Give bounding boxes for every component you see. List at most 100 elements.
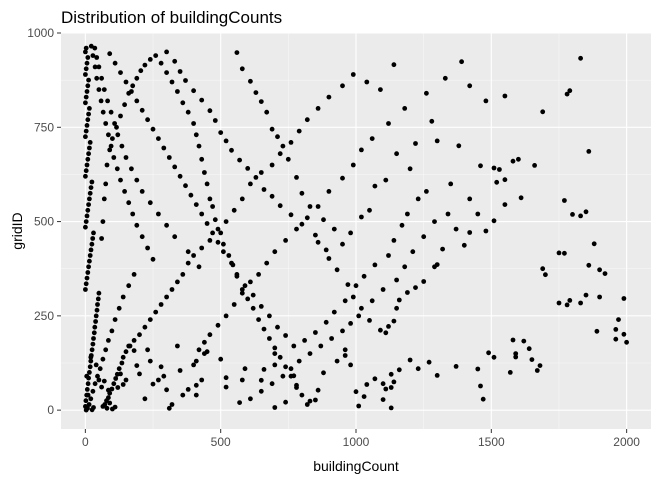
data-point: [426, 359, 432, 365]
data-point: [334, 358, 340, 364]
data-point: [315, 387, 321, 393]
data-point: [123, 349, 129, 355]
data-point: [248, 78, 253, 84]
y-tick-label: 0: [47, 403, 54, 417]
data-point: [326, 94, 332, 100]
data-point: [475, 211, 481, 217]
data-point: [415, 196, 421, 202]
data-point: [280, 373, 286, 379]
data-point: [99, 384, 104, 390]
data-point: [202, 170, 207, 175]
data-point: [378, 87, 383, 92]
data-point: [586, 149, 592, 154]
data-point: [380, 397, 386, 402]
data-point: [294, 175, 299, 180]
data-point: [245, 296, 251, 302]
data-point: [100, 404, 106, 409]
data-point: [299, 190, 305, 196]
data-point: [372, 183, 378, 189]
data-point: [386, 253, 391, 258]
data-point: [242, 283, 248, 289]
data-point: [313, 232, 318, 238]
data-point: [329, 336, 334, 341]
data-point: [115, 385, 121, 390]
data-point: [166, 155, 172, 160]
data-point: [212, 118, 218, 123]
data-point: [150, 381, 156, 387]
data-point: [193, 382, 199, 388]
data-point: [87, 190, 93, 196]
data-point: [383, 330, 389, 336]
data-point: [304, 117, 310, 123]
data-point: [407, 357, 413, 363]
data-point: [86, 151, 91, 157]
data-point: [204, 221, 210, 226]
data-point: [175, 279, 180, 285]
data-point: [258, 388, 264, 394]
data-point: [540, 266, 546, 272]
data-point: [83, 281, 89, 287]
data-point: [110, 136, 115, 142]
data-point: [122, 102, 127, 108]
data-point: [321, 370, 326, 376]
data-point: [89, 179, 95, 185]
data-point: [138, 68, 144, 74]
data-point: [532, 163, 537, 168]
data-point: [114, 124, 119, 130]
data-point: [158, 364, 164, 370]
data-point: [210, 204, 216, 209]
data-point: [321, 217, 326, 223]
data-point: [166, 405, 172, 411]
data-point: [258, 170, 264, 175]
data-point: [388, 405, 394, 411]
data-point: [380, 287, 386, 292]
data-point: [253, 90, 259, 95]
data-point: [131, 272, 137, 277]
data-point: [432, 264, 437, 270]
data-point: [261, 326, 267, 332]
data-point: [567, 88, 573, 94]
data-point: [180, 100, 186, 106]
data-point: [169, 287, 175, 292]
data-point: [234, 273, 240, 279]
data-point: [188, 192, 194, 198]
data-point: [315, 239, 321, 245]
data-point: [313, 397, 318, 403]
data-point: [283, 399, 288, 405]
data-point: [272, 345, 278, 351]
data-point: [202, 351, 207, 356]
data-point: [534, 368, 540, 373]
data-point: [459, 59, 464, 65]
data-point: [480, 396, 486, 402]
data-point: [348, 230, 353, 236]
data-point: [202, 339, 207, 345]
data-point: [296, 128, 302, 134]
data-point: [516, 156, 521, 162]
data-point: [164, 49, 170, 55]
data-point: [123, 155, 129, 160]
data-point: [248, 396, 253, 402]
data-point: [84, 60, 90, 66]
data-point: [83, 398, 89, 404]
data-point: [215, 322, 221, 328]
data-point: [272, 405, 278, 410]
data-point: [199, 156, 205, 162]
data-points: [83, 43, 629, 413]
data-point: [221, 241, 226, 247]
data-point: [323, 247, 329, 253]
data-point: [89, 347, 95, 353]
data-point: [513, 351, 519, 356]
data-point: [261, 367, 267, 372]
data-point: [175, 343, 180, 349]
data-point: [467, 83, 473, 89]
data-point: [83, 219, 89, 225]
data-point: [96, 87, 102, 92]
data-point: [396, 297, 402, 303]
y-tick-label: 750: [34, 120, 54, 134]
data-point: [383, 177, 389, 183]
data-point: [578, 213, 583, 219]
data-point: [88, 353, 94, 358]
data-point: [453, 364, 459, 369]
data-point: [191, 253, 197, 258]
data-point: [391, 318, 397, 324]
